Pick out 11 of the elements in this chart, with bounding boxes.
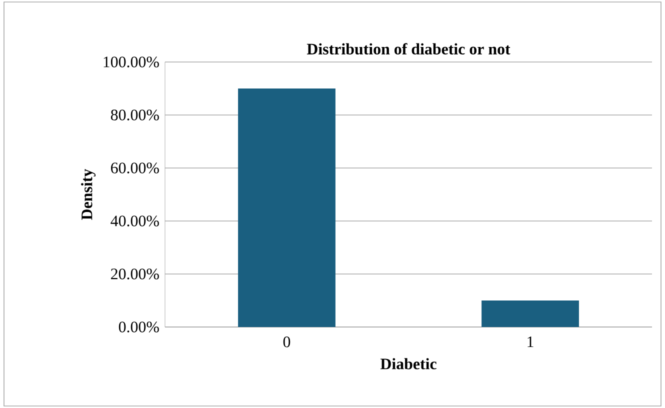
x-axis-title: Diabetic [380, 358, 436, 370]
y-tick-label: 20.00% [111, 268, 159, 280]
x-tick-label: 0 [283, 336, 290, 348]
x-tick-label: 1 [528, 336, 534, 348]
y-tick-label: 60.00% [111, 162, 159, 174]
y-axis-title: Density [81, 168, 96, 220]
y-tick-label: 0.00% [118, 322, 159, 332]
chart-title: Distribution of diabetic or not [306, 43, 510, 54]
y-tick-label: 100.00% [104, 56, 159, 68]
y-tick-label: 40.00% [110, 216, 159, 226]
y-tick-label: 80.00% [110, 110, 159, 120]
